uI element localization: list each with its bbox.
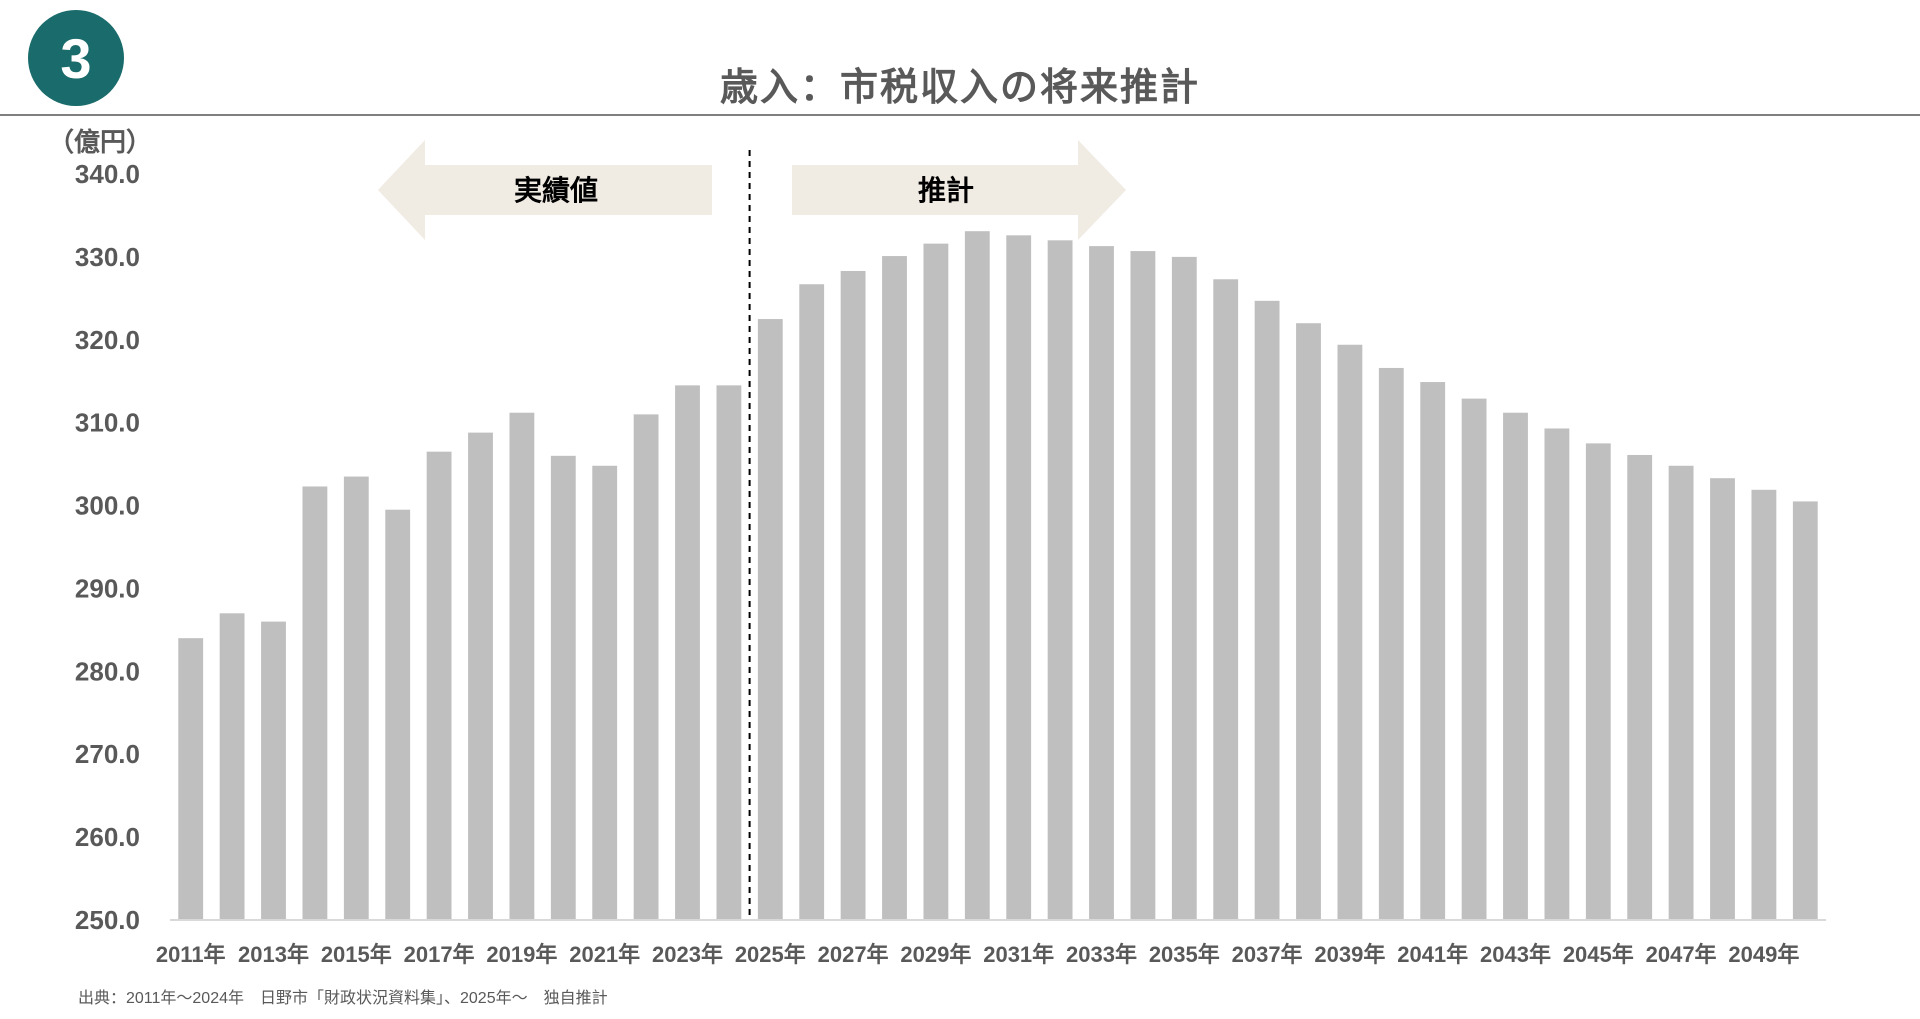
bar-2042年: [1461, 398, 1487, 920]
x-tick-label: 2037年: [1232, 942, 1303, 967]
x-tick-label: 2015年: [321, 942, 392, 967]
x-tick-label: 2029年: [900, 942, 971, 967]
x-tick-label: 2019年: [486, 942, 557, 967]
bar-2037年: [1254, 300, 1280, 920]
x-tick-label: 2041年: [1397, 942, 1468, 967]
x-tick-label: 2039年: [1314, 942, 1385, 967]
section-number-badge: 3: [28, 10, 124, 106]
bar-chart: 250.0 260.0 270.0 280.0 290.0 300.0 310.0 320.0…: [75, 140, 1826, 967]
y-axis-ticks: 250.0 260.0 270.0 280.0 290.0 300.0 310.0 320.0…: [75, 159, 140, 935]
y-tick-label: 320.0: [75, 325, 140, 355]
bar-2046年: [1627, 454, 1653, 920]
bar-2026年: [799, 284, 825, 921]
bar-2039年: [1337, 344, 1363, 920]
x-tick-label: 2017年: [404, 942, 475, 967]
source-note: 出典：2011年～2024年 日野市「財政状況資料集」、2025年～ 独自推計: [78, 990, 608, 1007]
y-tick-label: 270.0: [75, 739, 140, 769]
bar-2047年: [1668, 465, 1694, 920]
bar-2029年: [923, 243, 949, 921]
page-title: 歳入：市税収入の将来推計: [719, 67, 1200, 109]
x-tick-label: 2027年: [818, 942, 889, 967]
x-tick-label: 2045年: [1563, 942, 1634, 967]
x-tick-label: 2025年: [735, 942, 806, 967]
bar-2027年: [840, 270, 866, 921]
bar-2024年: [716, 385, 742, 920]
bar-2014年: [302, 486, 328, 920]
bar-2035年: [1171, 256, 1197, 920]
x-tick-label: 2033年: [1066, 942, 1137, 967]
bar-2044年: [1544, 428, 1570, 920]
bar-2018年: [468, 432, 493, 920]
bar-2033年: [1089, 246, 1114, 920]
bar-2032年: [1047, 240, 1073, 921]
y-tick-label: 290.0: [75, 573, 140, 603]
x-tick-label: 2031年: [983, 942, 1054, 967]
bar-2043年: [1503, 412, 1528, 920]
bar-2040年: [1378, 367, 1404, 921]
bar-2015年: [343, 476, 369, 920]
bar-2041年: [1420, 382, 1446, 920]
bar-2022年: [633, 414, 659, 920]
period-arrows: 実績値 推計: [378, 140, 1126, 240]
x-tick-label: 2049年: [1728, 942, 1799, 967]
x-tick-label: 2023年: [652, 942, 723, 967]
bar-2048年: [1710, 478, 1735, 920]
bar-2011年: [178, 638, 204, 920]
x-tick-label: 2021年: [569, 942, 640, 967]
y-tick-label: 280.0: [75, 656, 140, 686]
x-tick-label: 2035年: [1149, 942, 1220, 967]
bar-2025年: [757, 319, 783, 920]
x-tick-label: 2011年: [156, 942, 226, 967]
forecast-label: 推計: [918, 174, 974, 206]
bar-2017年: [426, 451, 452, 920]
y-tick-label: 330.0: [75, 242, 140, 272]
bar-2028年: [882, 256, 907, 920]
bar-series: [178, 231, 1818, 921]
bar-2019年: [509, 412, 535, 920]
y-tick-label: 260.0: [75, 822, 140, 852]
y-axis-unit-label: （億円）: [48, 127, 153, 157]
bar-2013年: [261, 621, 286, 920]
bar-2036年: [1213, 279, 1239, 920]
bar-2050年: [1792, 501, 1818, 920]
bar-2020年: [550, 455, 576, 920]
actual-label: 実績値: [514, 174, 598, 206]
x-tick-label: 2013年: [238, 942, 309, 967]
y-tick-label: 310.0: [75, 408, 140, 438]
actual-left-arrow: [378, 140, 712, 240]
x-tick-label: 2043年: [1480, 942, 1551, 967]
bar-2038年: [1296, 323, 1321, 920]
bar-2034年: [1130, 251, 1156, 920]
x-tick-label: 2047年: [1646, 942, 1717, 967]
x-axis-ticks: 2011年 2013年 2015年 2017年 2019年 2021年 2023年 2025年…: [156, 942, 1800, 967]
bar-2031年: [1006, 235, 1032, 921]
title-divider: [0, 114, 1920, 116]
bar-2021年: [592, 465, 618, 920]
bar-2012年: [219, 613, 245, 920]
y-tick-label: 300.0: [75, 491, 140, 521]
y-tick-label: 250.0: [75, 905, 140, 935]
bar-2030年: [964, 231, 990, 920]
bar-2045年: [1585, 443, 1611, 920]
bar-2023年: [675, 385, 700, 920]
bar-2049年: [1751, 489, 1777, 920]
forecast-right-arrow: [792, 140, 1126, 240]
y-tick-label: 340.0: [75, 159, 140, 189]
bar-2016年: [385, 509, 411, 920]
